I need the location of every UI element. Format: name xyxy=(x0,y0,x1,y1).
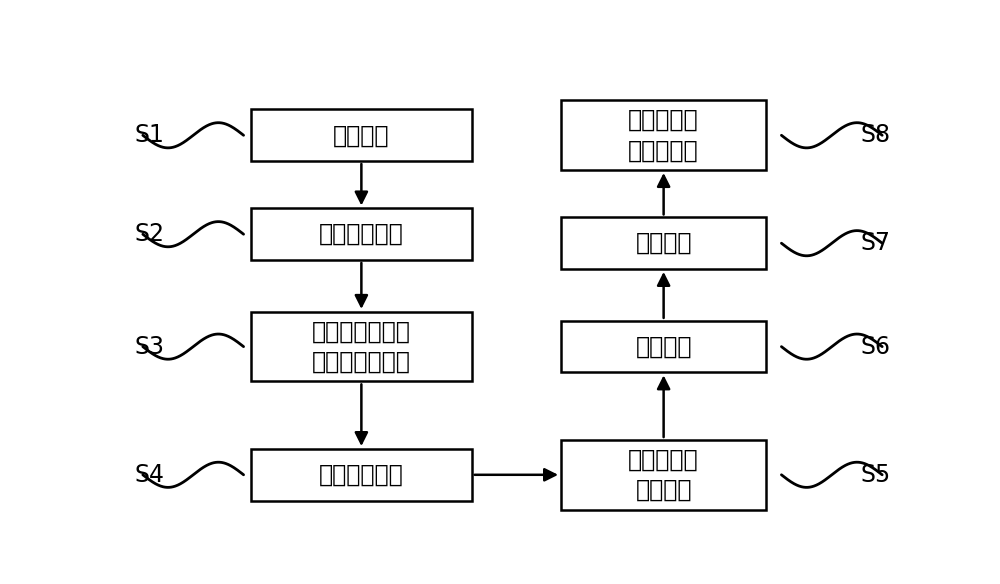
Text: S3: S3 xyxy=(135,335,165,359)
Bar xyxy=(251,208,472,260)
Text: S5: S5 xyxy=(860,463,890,487)
Text: S1: S1 xyxy=(135,123,165,147)
Text: 启动计算机及三
维激光扫描装置: 启动计算机及三 维激光扫描装置 xyxy=(312,319,411,374)
Text: 平台定位: 平台定位 xyxy=(333,123,390,147)
Text: 停机复位: 停机复位 xyxy=(635,335,692,359)
Bar xyxy=(251,109,472,161)
Bar xyxy=(561,321,766,373)
Text: 启动发电机组: 启动发电机组 xyxy=(319,223,404,246)
Text: 扫描操作及
数据存储: 扫描操作及 数据存储 xyxy=(628,447,699,502)
Bar xyxy=(251,449,472,500)
Bar xyxy=(561,440,766,510)
Text: 关闭计算机
及发电机组: 关闭计算机 及发电机组 xyxy=(628,108,699,162)
Bar xyxy=(561,100,766,170)
Text: S4: S4 xyxy=(135,463,165,487)
Text: S2: S2 xyxy=(135,223,165,246)
Bar xyxy=(251,312,472,381)
Text: S6: S6 xyxy=(860,335,890,359)
Text: S8: S8 xyxy=(860,123,890,147)
Text: S7: S7 xyxy=(860,231,890,255)
Text: 启动中控设备: 启动中控设备 xyxy=(319,463,404,487)
Text: 关闭系统: 关闭系统 xyxy=(635,231,692,255)
Bar xyxy=(561,217,766,269)
